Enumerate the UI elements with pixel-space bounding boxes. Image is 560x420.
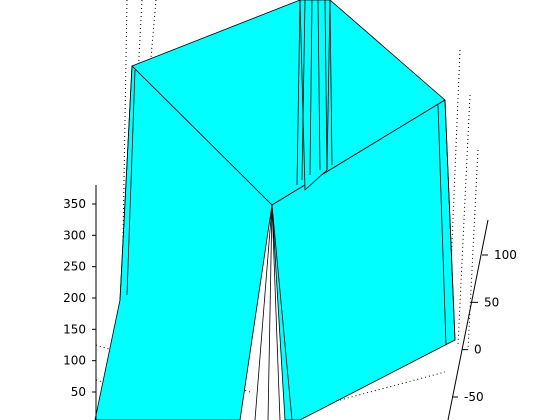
z-tick-label: 250 <box>63 260 86 274</box>
surface-edge <box>267 204 273 420</box>
surface-edge <box>437 104 447 346</box>
surface-edge <box>296 0 301 186</box>
grid-line <box>447 49 461 341</box>
surface-edge <box>119 65 133 301</box>
y-tick-label: 0 <box>474 343 482 357</box>
surface-edge <box>309 0 313 176</box>
surface <box>94 0 456 420</box>
y-axis: 100 50 0 -50 <box>447 219 517 420</box>
surface-edge <box>444 99 456 341</box>
z-tick-label: 150 <box>63 322 86 336</box>
y-tick-label: 50 <box>484 295 499 309</box>
surface-edge <box>317 0 321 171</box>
surface-edge <box>254 204 273 420</box>
surface-edge <box>126 69 136 296</box>
y-axis-line <box>447 219 489 420</box>
y-tick-label: 100 <box>494 248 517 262</box>
surface-edges <box>119 0 456 420</box>
y-tick-label: -50 <box>464 390 484 404</box>
surface-edge <box>329 0 333 166</box>
surface-face-right <box>271 99 456 420</box>
surface-edge <box>271 204 281 420</box>
z-tick-label: 100 <box>63 354 86 368</box>
surface-edge <box>324 0 328 169</box>
z-tick-label: 350 <box>63 197 86 211</box>
surface-fold <box>299 0 331 191</box>
grid-line <box>457 94 471 346</box>
z-tick-label: 200 <box>63 291 86 305</box>
grid-line <box>467 149 479 351</box>
z-axis: 50 100 150 200 250 300 350 <box>63 185 97 420</box>
z-tick-label: 50 <box>71 385 86 399</box>
z-tick-label: 300 <box>63 228 86 242</box>
surface-edge <box>301 0 306 181</box>
surface-edge <box>271 204 293 420</box>
